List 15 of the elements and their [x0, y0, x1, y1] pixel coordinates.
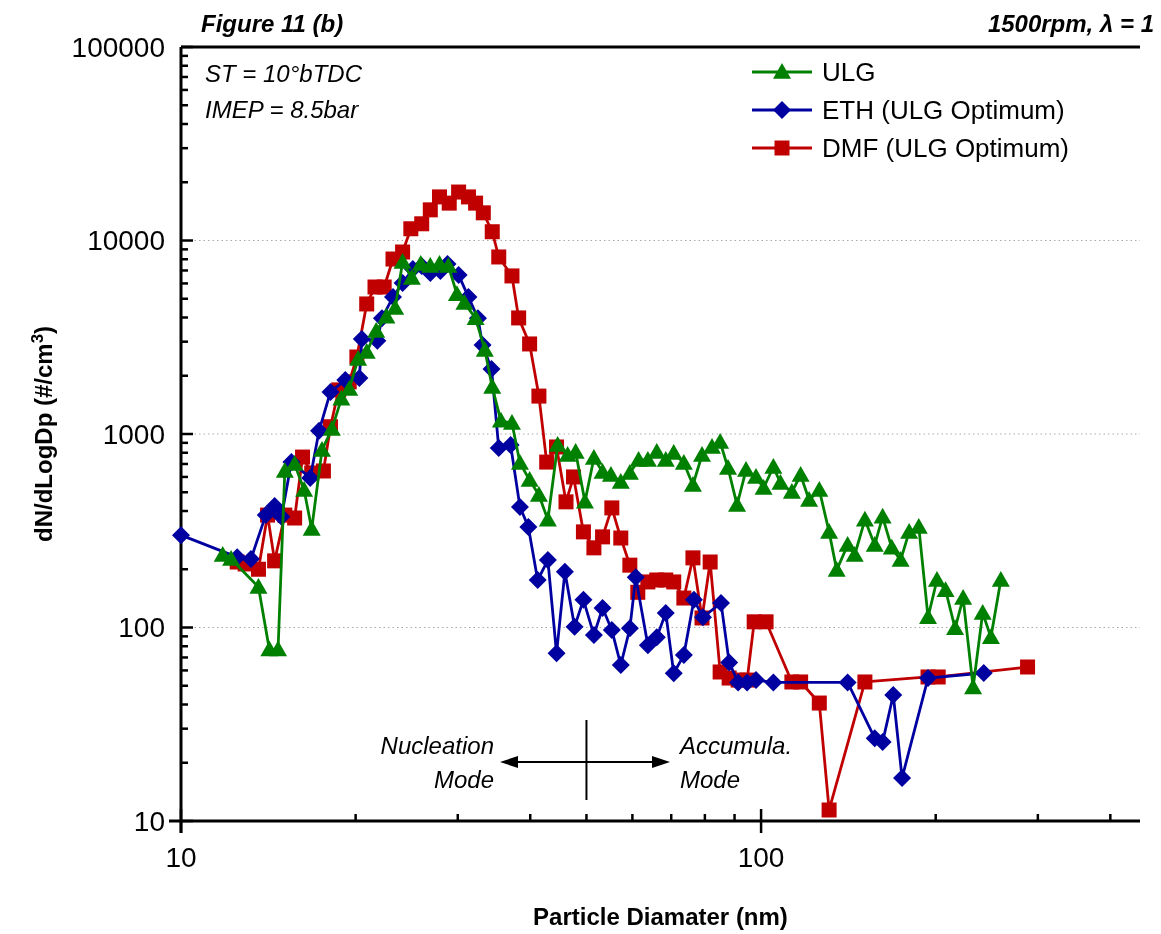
- y-tick-label: 1000: [102, 418, 165, 450]
- annotation: Nucleation Mode: [380, 732, 494, 793]
- legend-label: ULG: [822, 57, 876, 88]
- x-axis-title: Particle Diamater (nm): [533, 903, 788, 930]
- annotation: IMEP = 8.5bar: [205, 96, 360, 123]
- y-tick-label: 100000: [71, 31, 165, 63]
- y-tick-label: 100: [118, 612, 165, 644]
- y-tick-label: 10: [133, 805, 165, 837]
- legend-label: DMF (ULG Optimum): [822, 133, 1069, 164]
- annotation: Accumula. Mode: [678, 732, 793, 793]
- legend-label: ETH (ULG Optimum): [822, 95, 1065, 126]
- annotation: ST = 10°bTDC: [205, 60, 363, 87]
- chart-subtitle: 1500rpm, λ = 1: [987, 10, 1154, 37]
- chart-title: Figure 11 (b): [201, 10, 344, 37]
- y-tick-label: 10000: [87, 225, 165, 257]
